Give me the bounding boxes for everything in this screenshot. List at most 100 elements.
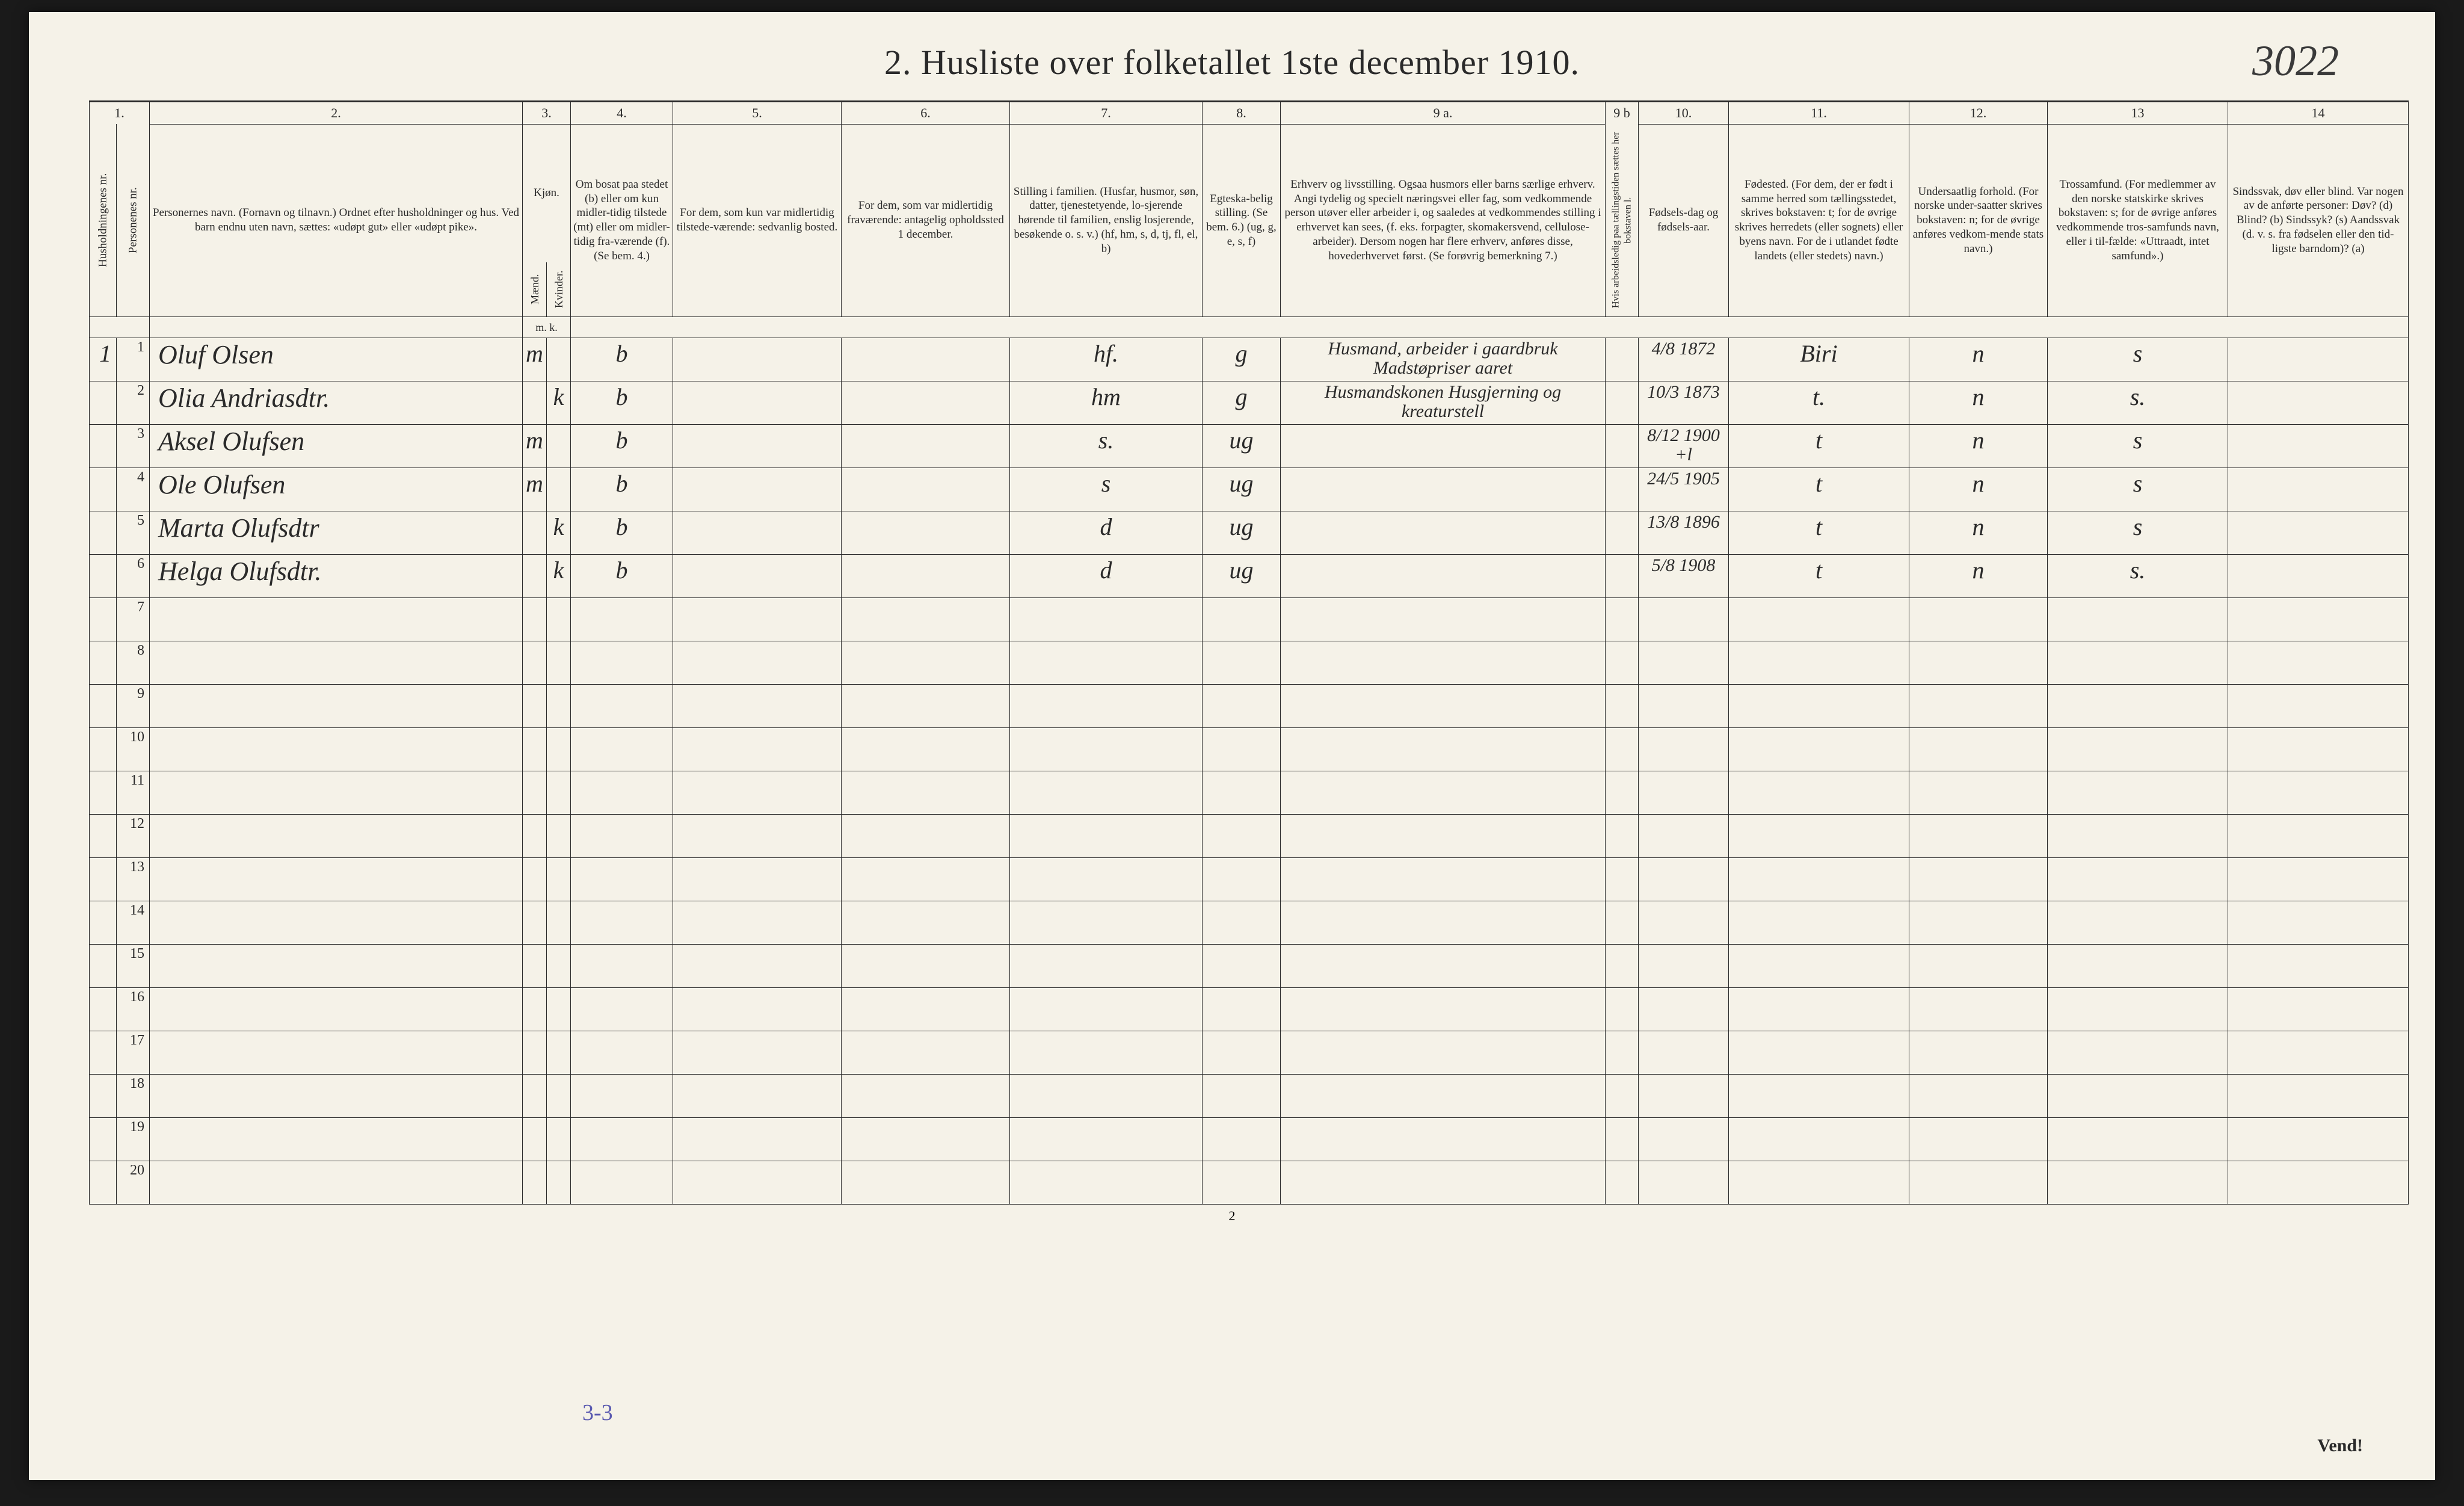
cell-sex-m xyxy=(523,511,547,555)
cell-household-nr xyxy=(90,468,117,511)
cell-temp-absent xyxy=(842,1075,1010,1118)
cell-birthplace: t. xyxy=(1729,381,1909,425)
cell-occupation xyxy=(1281,511,1606,555)
cell-disability xyxy=(2228,728,2409,771)
cell-temp-absent xyxy=(842,555,1010,598)
cell-unemployed xyxy=(1606,685,1639,728)
cell-temp-absent xyxy=(842,468,1010,511)
cell-residence xyxy=(571,815,673,858)
colnum-6: 6. xyxy=(842,102,1010,125)
cell-person-nr: 4 xyxy=(117,468,150,511)
header-main-row: Husholdningenes nr. Personenes nr. Perso… xyxy=(90,124,2409,262)
cell-household-nr xyxy=(90,815,117,858)
cell-sex-k xyxy=(547,988,571,1031)
cell-temp-absent xyxy=(842,771,1010,815)
cell-household-nr xyxy=(90,901,117,945)
cell-marital xyxy=(1203,1118,1281,1161)
cell-residence: b xyxy=(571,338,673,381)
cell-household-nr xyxy=(90,641,117,685)
cell-temp-absent xyxy=(842,1031,1010,1075)
cell-religion: s xyxy=(2048,425,2228,468)
table-row: 2Olia Andriasdtr.kbhmgHusmandskonen Husg… xyxy=(90,381,2409,425)
cell-birthplace xyxy=(1729,1118,1909,1161)
colnum-12: 12. xyxy=(1909,102,2048,125)
cell-temp-absent xyxy=(842,988,1010,1031)
table-row: 6Helga Olufsdtr.kbdug5/8 1908tns. xyxy=(90,555,2409,598)
cell-family-position xyxy=(1010,1031,1203,1075)
cell-household-nr xyxy=(90,728,117,771)
cell-household-nr xyxy=(90,1031,117,1075)
cell-disability xyxy=(2228,1075,2409,1118)
cell-temp-absent xyxy=(842,945,1010,988)
header-occupation: Erhverv og livsstilling. Ogsaa husmors e… xyxy=(1281,124,1606,316)
cell-temp-absent xyxy=(842,381,1010,425)
cell-household-nr: 1 xyxy=(90,338,117,381)
cell-disability xyxy=(2228,641,2409,685)
cell-citizenship xyxy=(1909,1075,2048,1118)
cell-residence xyxy=(571,901,673,945)
cell-birthplace xyxy=(1729,1161,1909,1205)
cell-birthdate xyxy=(1639,901,1729,945)
cell-religion xyxy=(2048,641,2228,685)
table-header: 1. 2. 3. 4. 5. 6. 7. 8. 9 a. 9 b 10. 11.… xyxy=(90,102,2409,338)
cell-unemployed xyxy=(1606,598,1639,641)
cell-citizenship: n xyxy=(1909,425,2048,468)
header-citizenship: Undersaatlig forhold. (For norske under-… xyxy=(1909,124,2048,316)
cell-religion xyxy=(2048,858,2228,901)
cell-temp-present xyxy=(673,641,842,685)
cell-occupation xyxy=(1281,468,1606,511)
cell-name xyxy=(150,945,523,988)
cell-religion: s. xyxy=(2048,381,2228,425)
cell-household-nr xyxy=(90,858,117,901)
cell-birthplace: t xyxy=(1729,555,1909,598)
cell-person-nr: 8 xyxy=(117,641,150,685)
cell-religion xyxy=(2048,815,2228,858)
cell-family-position xyxy=(1010,988,1203,1031)
cell-religion xyxy=(2048,1118,2228,1161)
table-row: 20 xyxy=(90,1161,2409,1205)
cell-marital xyxy=(1203,945,1281,988)
cell-birthdate: 4/8 1872 xyxy=(1639,338,1729,381)
cell-name xyxy=(150,988,523,1031)
cell-sex-m: m xyxy=(523,338,547,381)
cell-temp-absent xyxy=(842,1118,1010,1161)
cell-disability xyxy=(2228,468,2409,511)
colnum-5: 5. xyxy=(673,102,842,125)
cell-family-position xyxy=(1010,728,1203,771)
cell-birthplace xyxy=(1729,858,1909,901)
cell-marital: ug xyxy=(1203,511,1281,555)
cell-person-nr: 10 xyxy=(117,728,150,771)
cell-person-nr: 16 xyxy=(117,988,150,1031)
cell-birthplace: t xyxy=(1729,511,1909,555)
cell-sex-k xyxy=(547,901,571,945)
cell-unemployed xyxy=(1606,815,1639,858)
cell-citizenship: n xyxy=(1909,511,2048,555)
cell-occupation xyxy=(1281,641,1606,685)
cell-disability xyxy=(2228,1031,2409,1075)
cell-marital xyxy=(1203,598,1281,641)
cell-name xyxy=(150,641,523,685)
cell-birthplace xyxy=(1729,815,1909,858)
cell-birthdate xyxy=(1639,1161,1729,1205)
cell-citizenship xyxy=(1909,815,2048,858)
cell-marital xyxy=(1203,1161,1281,1205)
colnum-7: 7. xyxy=(1010,102,1203,125)
cell-birthdate: 8/12 1900 +l xyxy=(1639,425,1729,468)
cell-disability xyxy=(2228,901,2409,945)
cell-unemployed xyxy=(1606,555,1639,598)
cell-temp-absent xyxy=(842,641,1010,685)
cell-temp-absent xyxy=(842,728,1010,771)
cell-citizenship xyxy=(1909,771,2048,815)
cell-temp-present xyxy=(673,468,842,511)
header-mk-row: m. k. xyxy=(90,316,2409,338)
cell-religion xyxy=(2048,988,2228,1031)
cell-birthplace: t xyxy=(1729,425,1909,468)
cell-unemployed xyxy=(1606,1161,1639,1205)
cell-temp-present xyxy=(673,988,842,1031)
cell-temp-present xyxy=(673,381,842,425)
cell-birthdate: 24/5 1905 xyxy=(1639,468,1729,511)
cell-person-nr: 18 xyxy=(117,1075,150,1118)
bottom-annotation: 3-3 xyxy=(582,1400,613,1426)
cell-citizenship xyxy=(1909,988,2048,1031)
cell-name xyxy=(150,1031,523,1075)
